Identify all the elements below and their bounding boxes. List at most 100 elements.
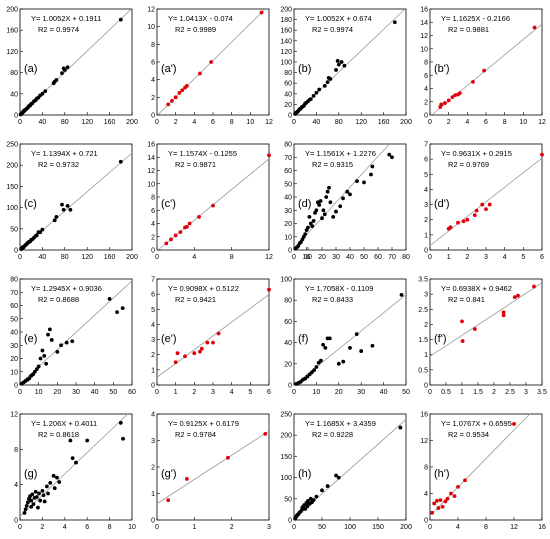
panel-label: (e') bbox=[161, 333, 177, 345]
data-point bbox=[314, 365, 319, 369]
data-point bbox=[40, 91, 45, 96]
data-point bbox=[338, 204, 343, 209]
y-tick-label: 12 bbox=[420, 33, 428, 40]
panel-a-prime: 0 2 4 6 8 10 12 0 2 4 6 8 10 12 Y= 1.0413X - 0.074 R2 =… bbox=[147, 7, 273, 127]
x-tick-label: 160 bbox=[104, 119, 116, 126]
data-point bbox=[460, 319, 464, 324]
x-tick-label: 0 bbox=[18, 524, 22, 531]
data-point bbox=[54, 78, 59, 82]
r-squared: R2 = 0.9974 bbox=[38, 25, 79, 34]
data-point bbox=[24, 503, 29, 508]
y-tick-label: 8 bbox=[151, 195, 155, 202]
x-tick-label: 6 bbox=[211, 119, 215, 126]
r-squared: R2 = 0.841 bbox=[448, 295, 485, 304]
x-tick-label: 0 bbox=[18, 119, 22, 126]
x-tick-label: 30 bbox=[72, 389, 80, 396]
data-point bbox=[62, 68, 67, 72]
data-point bbox=[327, 336, 332, 341]
y-tick-label: 0 bbox=[288, 383, 292, 390]
x-tick-label: 2 bbox=[174, 119, 178, 126]
x-tick-label: 160 bbox=[104, 254, 116, 261]
r-squared: R2 = 0.8688 bbox=[38, 295, 79, 304]
x-tick-label: 40 bbox=[91, 389, 99, 396]
data-point bbox=[33, 489, 38, 494]
y-tick-label: 2.5 bbox=[418, 307, 428, 314]
y-tick-label: 12 bbox=[147, 7, 155, 14]
x-tick-label: 0 bbox=[155, 389, 159, 396]
data-point bbox=[34, 495, 39, 499]
data-point bbox=[456, 484, 460, 489]
x-tick-label: 200 bbox=[126, 254, 138, 261]
x-tick-label: 40 bbox=[39, 254, 47, 261]
y-tick-label: 250 bbox=[6, 142, 18, 149]
data-point bbox=[173, 95, 178, 100]
regression-equation: Y= 1.2945X + 0.9036 bbox=[31, 284, 102, 293]
panel-label: (f) bbox=[298, 333, 308, 345]
data-point bbox=[199, 346, 204, 351]
y-tick-label: 100 bbox=[280, 60, 292, 67]
data-point bbox=[64, 340, 69, 345]
plot-frame bbox=[19, 413, 133, 521]
x-tick-label: 60 bbox=[374, 254, 382, 261]
data-point bbox=[512, 422, 516, 426]
y-tick-label: 200 bbox=[280, 433, 292, 440]
data-point bbox=[211, 203, 215, 208]
data-point bbox=[450, 95, 455, 100]
panel-g-prime: 0 1 2 3 0 1 2 3 4 Y= 0.9125X + 0.6179 R2 = 0.9784 (… bbox=[151, 412, 271, 532]
x-tick-label: 40 bbox=[39, 119, 47, 126]
x-tick-label: 6 bbox=[85, 524, 89, 531]
y-tick-label: 7 bbox=[424, 142, 428, 149]
data-point bbox=[334, 473, 338, 478]
y-tick-label: 1 bbox=[151, 367, 155, 374]
data-point bbox=[68, 438, 73, 443]
x-tick-label: 1 bbox=[174, 389, 178, 396]
y-tick-label: 0 bbox=[151, 518, 155, 525]
data-point bbox=[65, 204, 70, 208]
data-point bbox=[369, 172, 373, 177]
y-tick-label: 3.5 bbox=[418, 277, 428, 284]
x-tick-label: 0 bbox=[428, 254, 432, 261]
data-point bbox=[334, 209, 338, 214]
regression-equation: Y= 0.9125X + 0.6179 bbox=[168, 419, 239, 428]
x-tick-label: 3.5 bbox=[537, 389, 547, 396]
data-point bbox=[430, 510, 434, 515]
y-tick-label: 0 bbox=[424, 113, 428, 120]
panel-d: 0 10 20 30 40 50 60 70 80 0 10 20 30 40 50 60 70 80 Y= 1.1… bbox=[284, 142, 410, 262]
y-tick-label: 0 bbox=[14, 113, 18, 120]
r-squared: R2 = 0.8618 bbox=[38, 430, 79, 439]
x-tick-label: 10 bbox=[304, 254, 312, 261]
panel-e: 0 10 20 30 40 50 60 0 10 20 30 40 50 60 70 80 Y= 1.2945X… bbox=[10, 277, 136, 397]
data-point bbox=[29, 498, 34, 503]
y-tick-label: 250 bbox=[280, 412, 292, 419]
data-point bbox=[59, 343, 63, 348]
r-squared: R2 = 0.9974 bbox=[312, 25, 353, 34]
data-point bbox=[198, 349, 202, 354]
data-point bbox=[398, 425, 403, 430]
data-point bbox=[41, 493, 46, 498]
data-point bbox=[532, 25, 537, 30]
x-tick-label: 4 bbox=[503, 254, 507, 261]
x-tick-label: 40 bbox=[346, 254, 354, 261]
y-tick-label: 1 bbox=[424, 232, 428, 239]
x-tick-label: 8 bbox=[230, 119, 234, 126]
x-tick-label: 0 bbox=[155, 119, 159, 126]
y-tick-label: 0 bbox=[288, 518, 292, 525]
regression-equation: Y= 1.1394X + 0.721 bbox=[31, 149, 98, 158]
data-point bbox=[501, 313, 506, 318]
y-tick-label: 0 bbox=[288, 248, 292, 255]
data-point bbox=[321, 342, 326, 347]
data-point bbox=[336, 361, 341, 366]
panel-label: (e) bbox=[24, 333, 37, 345]
x-tick-label: 0 bbox=[155, 254, 159, 261]
x-tick-label: 1.5 bbox=[473, 389, 483, 396]
y-tick-label: 10 bbox=[420, 46, 428, 53]
data-point bbox=[460, 339, 465, 343]
y-tick-label: 140 bbox=[280, 38, 292, 45]
y-tick-label: 14 bbox=[420, 20, 428, 27]
y-tick-label: 50 bbox=[10, 226, 18, 233]
r-squared: R2 = 0.9315 bbox=[312, 160, 353, 169]
data-point bbox=[29, 504, 34, 509]
x-tick-label: 2 bbox=[192, 389, 196, 396]
y-tick-label: 6 bbox=[151, 292, 155, 299]
y-tick-label: 40 bbox=[284, 340, 292, 347]
